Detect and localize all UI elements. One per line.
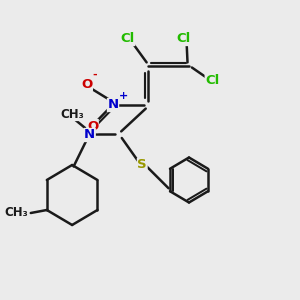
Text: Cl: Cl <box>205 74 220 88</box>
Text: O: O <box>87 119 98 133</box>
Text: -: - <box>93 70 97 80</box>
Text: S: S <box>137 158 147 172</box>
Text: +: + <box>119 91 128 101</box>
Text: CH₃: CH₃ <box>4 206 28 220</box>
Text: N: N <box>107 98 118 112</box>
Text: Cl: Cl <box>121 32 135 46</box>
Text: N: N <box>84 128 95 142</box>
Text: Cl: Cl <box>176 32 190 46</box>
Text: CH₃: CH₃ <box>60 107 84 121</box>
Text: O: O <box>81 77 92 91</box>
